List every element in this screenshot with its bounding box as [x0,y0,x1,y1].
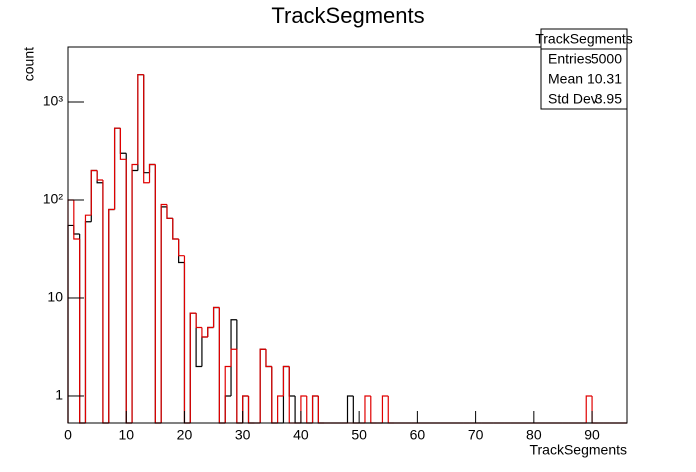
x-tick-label: 60 [410,427,426,443]
histogram-bin [311,395,319,423]
histogram-bin [137,74,144,165]
x-tick-label: 30 [235,427,251,443]
y-tick-label: 1 [55,387,63,403]
histogram-bin [265,349,272,368]
histogram-bin [195,313,202,368]
x-tick-label: 70 [468,427,484,443]
histogram-bin [201,327,208,338]
plot-frame [67,46,628,424]
histogram-bin [160,203,167,423]
stats-title: TrackSegments [535,31,633,47]
histogram-bin [166,204,173,219]
histogram-bin [585,395,593,423]
stats-value: 10.31 [587,71,622,87]
histogram-bin [259,348,266,423]
histogram-bin [189,312,197,423]
histogram-bin [143,74,150,184]
histogram-bin [73,199,80,240]
histogram-bin [178,238,185,257]
histogram-bin [195,313,202,329]
histogram-bin [282,365,290,396]
x-axis-label: TrackSegments [529,442,627,458]
histogram-bin [230,319,237,396]
x-tick-label: 10 [118,427,134,443]
stats-value: 3.95 [595,91,622,107]
y-tick-label: 10 [47,289,63,305]
histogram-bin [172,218,179,240]
histogram-bin [212,306,220,328]
histogram-bin [381,395,389,423]
x-tick-label: 80 [526,427,542,443]
stats-key: Entries [548,51,592,67]
histogram-bin [364,395,371,423]
histogram-bin [277,395,284,423]
stats-key: Mean [548,71,583,87]
histogram-bin [119,128,127,160]
histogram-bin [224,365,232,423]
x-tick-label: 0 [64,427,72,443]
stats-key: Std Dev [548,91,598,107]
stats-box [540,28,628,110]
x-tick-label: 20 [177,427,193,443]
histogram-bin [108,208,115,423]
histogram-bin [96,170,103,181]
x-tick-label: 90 [584,427,600,443]
histogram-bin [230,348,237,367]
histogram-bin [113,127,121,210]
histogram-bin [84,214,92,423]
histogram-bin [346,395,354,423]
y-tick-label: 10³ [43,93,64,109]
y-axis-label: count [21,47,37,81]
x-tick-label: 50 [351,427,367,443]
histogram-bin [131,163,138,423]
stats-value: 5000 [591,51,622,67]
chart-title: TrackSegments [271,3,424,28]
histogram-bin [148,163,156,183]
histogram-bin [207,326,214,337]
histogram-bin [90,169,98,216]
x-tick-label: 40 [293,427,309,443]
y-tick-label: 10² [43,191,64,207]
